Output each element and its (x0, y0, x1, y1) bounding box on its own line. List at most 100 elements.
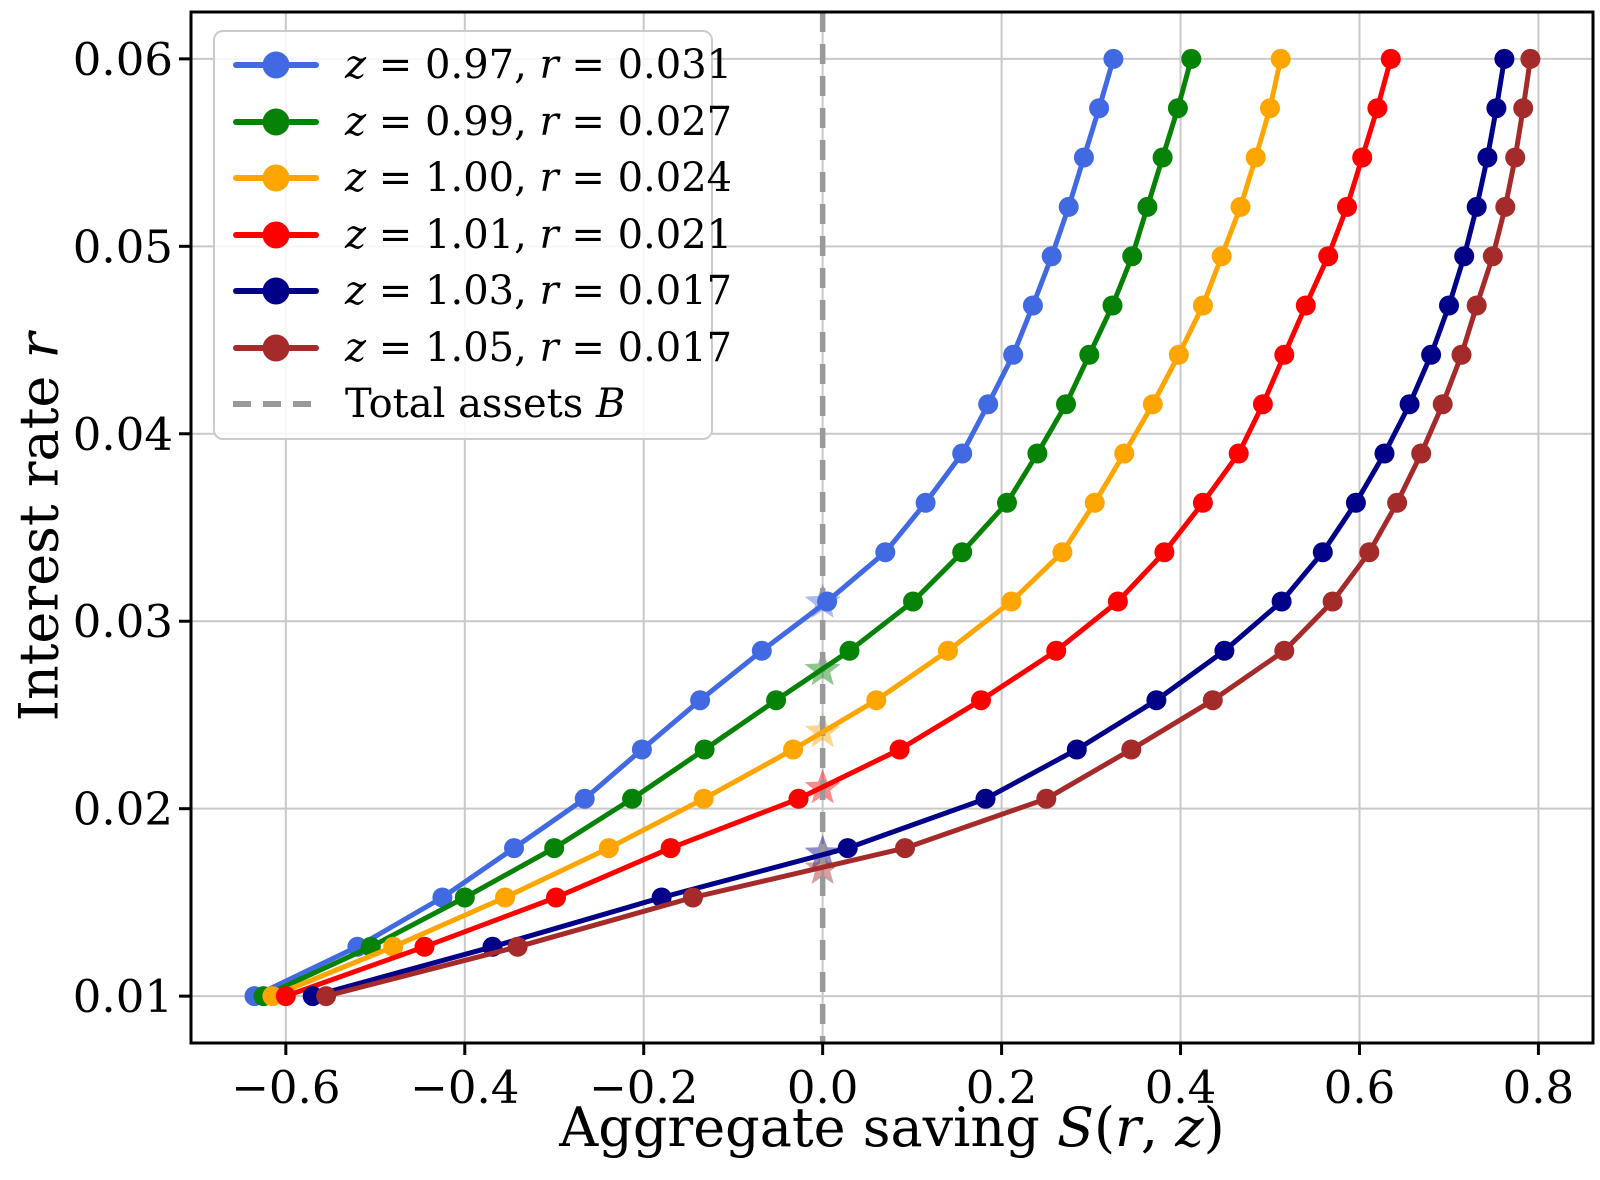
data-marker (783, 739, 804, 760)
data-marker (1046, 640, 1067, 661)
x-tick-label: 0.0 (787, 1061, 859, 1114)
series-4 (302, 48, 1515, 1007)
x-tick-label: 0.2 (966, 1061, 1038, 1114)
data-marker (1387, 492, 1408, 513)
data-marker (1211, 246, 1232, 267)
data-marker (952, 542, 973, 563)
data-marker (1322, 591, 1343, 612)
data-marker (1374, 443, 1395, 464)
data-marker (1345, 492, 1366, 513)
data-marker (1466, 196, 1487, 217)
marker-dot-icon (262, 221, 290, 249)
data-marker (544, 838, 565, 859)
marker-dot-icon (262, 51, 290, 79)
math-var: z (345, 42, 367, 89)
data-marker (1482, 246, 1503, 267)
marker-dot-icon (262, 164, 290, 192)
data-marker (1486, 98, 1507, 119)
data-marker (1089, 98, 1110, 119)
legend-label: z = 1.05, r = 0.017 (345, 328, 732, 368)
series-5 (316, 48, 1541, 1007)
legend-item-5: z = 1.05, r = 0.017 (215, 320, 732, 377)
data-marker (751, 640, 772, 661)
data-marker (275, 986, 296, 1007)
data-marker (1230, 196, 1251, 217)
marker-dot-icon (262, 277, 290, 305)
x-tick-label: 0.8 (1503, 1061, 1575, 1114)
data-marker (1041, 246, 1062, 267)
label-text: = 1.03, (366, 268, 540, 315)
label-text: Aggregate saving (559, 1096, 1057, 1159)
data-marker (682, 887, 703, 908)
math-var: r (539, 42, 559, 89)
legend-label: z = 0.97, r = 0.031 (345, 45, 732, 85)
data-marker (694, 739, 715, 760)
data-marker (414, 936, 435, 957)
data-marker (432, 887, 453, 908)
series-3 (275, 48, 1401, 1007)
data-marker (1073, 147, 1094, 168)
data-marker (1121, 739, 1142, 760)
data-marker (1192, 295, 1213, 316)
legend-line-sample (233, 333, 319, 363)
y-tick-label: 0.04 (73, 408, 173, 461)
data-marker (1495, 196, 1516, 217)
data-marker (1137, 196, 1158, 217)
data-marker (1192, 492, 1213, 513)
label-text: = 0.97, (366, 42, 540, 89)
data-marker (971, 690, 991, 711)
math-var: z (345, 98, 367, 145)
data-marker (598, 838, 619, 859)
math-var: r (539, 324, 559, 371)
label-text: = 0.99, (366, 98, 540, 145)
data-marker (1056, 394, 1076, 415)
y-tick-label: 0.03 (73, 595, 173, 648)
data-marker (1001, 591, 1022, 612)
x-axis-label: Aggregate saving S(r, z) (559, 1098, 1224, 1157)
x-tick-label: −0.4 (410, 1061, 519, 1114)
x-tick-label: −0.2 (589, 1061, 698, 1114)
math-var: r (539, 98, 559, 145)
data-marker (839, 640, 860, 661)
data-marker (1245, 147, 1266, 168)
math-var: z (345, 211, 367, 258)
data-marker (895, 838, 915, 859)
label-text: = 1.01, (366, 211, 540, 258)
data-marker (1252, 394, 1273, 415)
data-marker (1107, 591, 1128, 612)
data-marker (1066, 739, 1087, 760)
data-marker (1520, 48, 1541, 69)
data-marker (1359, 542, 1380, 563)
legend-item-4: z = 1.03, r = 0.017 (215, 263, 732, 320)
data-marker (1270, 48, 1291, 69)
series-1 (253, 48, 1202, 1007)
y-tick-label: 0.02 (73, 783, 173, 836)
y-tick-label: 0.06 (73, 33, 173, 86)
data-marker (875, 542, 896, 563)
label-text: = 0.024 (558, 155, 733, 202)
data-marker (903, 591, 923, 612)
data-marker (1505, 147, 1526, 168)
x-tick-label: −0.6 (231, 1061, 340, 1114)
label-text: ) (1203, 1096, 1225, 1159)
label-text: = 0.031 (558, 42, 733, 89)
y-tick-label: 0.01 (73, 970, 173, 1023)
data-marker (1228, 443, 1249, 464)
legend-item-0: z = 0.97, r = 0.031 (215, 37, 732, 94)
data-marker (660, 838, 681, 859)
label-text: = 0.017 (558, 324, 733, 371)
legend-label: Total assets B (345, 384, 625, 424)
data-marker (817, 591, 838, 612)
label-text: Interest rate (7, 358, 71, 722)
data-marker (1421, 344, 1442, 365)
math-var: z (1175, 1096, 1204, 1159)
data-marker (693, 788, 714, 809)
label-text: = 0.017 (558, 268, 733, 315)
data-marker (952, 443, 973, 464)
data-marker (1466, 295, 1487, 316)
data-marker (1432, 394, 1453, 415)
data-marker (1142, 394, 1163, 415)
data-marker (495, 887, 515, 908)
data-marker (889, 739, 910, 760)
